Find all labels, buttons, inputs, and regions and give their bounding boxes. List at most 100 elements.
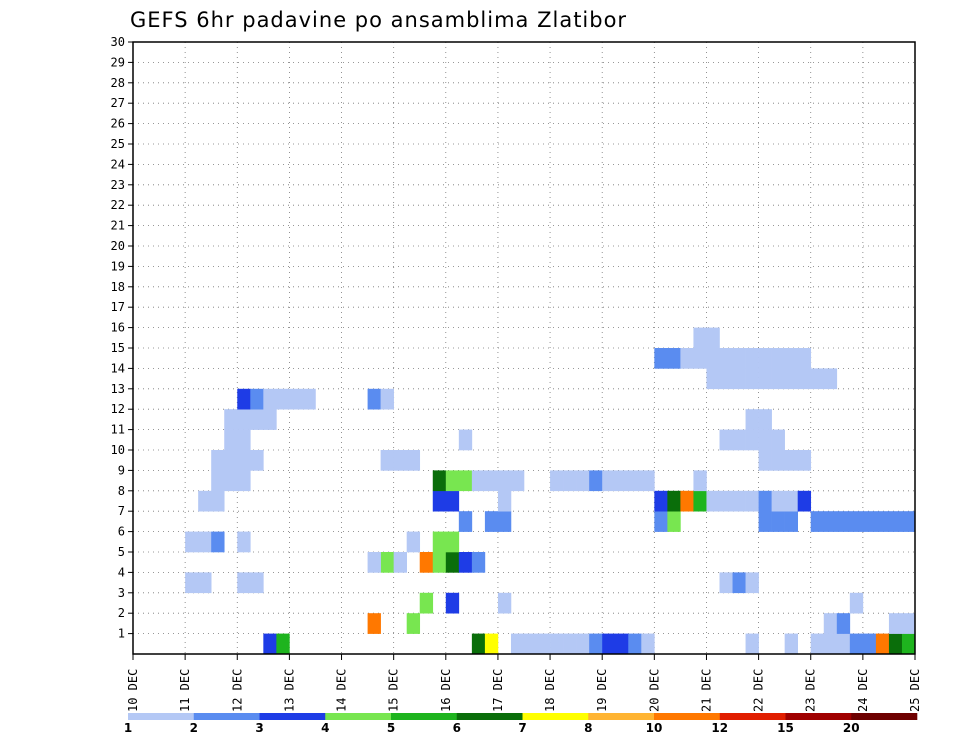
heatmap-cell — [458, 429, 473, 451]
heatmap-cell — [784, 368, 798, 390]
heatmap-cell — [445, 470, 460, 492]
heatmap-cell — [758, 409, 772, 430]
heatmap-cell — [550, 633, 564, 655]
y-tick-label: 1 — [118, 627, 125, 641]
colorbar-label: 15 — [777, 721, 794, 735]
heatmap-cell — [263, 409, 277, 430]
heatmap-cell — [380, 450, 394, 471]
heatmap-cell — [823, 633, 838, 655]
heatmap-cell — [771, 429, 785, 451]
heatmap-cell — [471, 633, 486, 655]
heatmap-cell — [706, 348, 720, 369]
y-tick-label: 17 — [111, 300, 125, 314]
heatmap-cell — [641, 633, 655, 655]
heatmap-cell — [484, 511, 499, 532]
x-tick-label: 16 DEC — [439, 669, 453, 712]
heatmap-cell — [458, 470, 473, 492]
heatmap-cell — [667, 490, 681, 512]
heatmap-cell — [224, 429, 238, 451]
heatmap-cell — [901, 511, 916, 532]
colorbar-segment — [325, 713, 392, 720]
heatmap-cell — [615, 633, 629, 655]
colorbar-label: 3 — [255, 721, 263, 735]
heatmap-cell — [537, 633, 551, 655]
heatmap-cell — [445, 531, 460, 553]
heatmap-cell — [719, 572, 733, 594]
heatmap-cell — [406, 613, 421, 634]
heatmap-cell — [211, 450, 225, 471]
heatmap-cell — [497, 490, 512, 512]
heatmap-cell — [784, 633, 798, 655]
heatmap-cell — [445, 490, 460, 512]
heatmap-cell — [224, 470, 238, 492]
heatmap-cell — [836, 613, 851, 634]
heatmap-cell — [367, 552, 381, 573]
heatmap-cell — [862, 633, 877, 655]
heatmap-cell — [406, 450, 421, 471]
y-tick-label: 3 — [118, 586, 125, 600]
colorbar-segment — [522, 713, 589, 720]
heatmap-cell — [745, 429, 759, 451]
colorbar-label: 10 — [646, 721, 663, 735]
heatmap-cell — [706, 327, 720, 349]
heatmap-cell — [393, 552, 407, 573]
heatmap-cell — [875, 511, 890, 532]
colorbar-label: 5 — [387, 721, 395, 735]
heatmap-cell — [237, 409, 251, 430]
heatmap-cell — [393, 450, 407, 471]
colorbar-label: 20 — [843, 721, 860, 735]
heatmap-cell — [667, 348, 681, 369]
heatmap-cell — [732, 348, 746, 369]
heatmap-cell — [680, 348, 694, 369]
heatmap-cell — [771, 490, 785, 512]
heatmap-cell — [250, 450, 264, 471]
heatmap-cell — [237, 388, 251, 410]
colorbar-label: 6 — [453, 721, 461, 735]
heatmap-cell — [771, 368, 785, 390]
heatmap-cell — [654, 490, 668, 512]
heatmap-cell — [302, 388, 316, 410]
heatmap-cell — [263, 633, 277, 655]
heatmap-cell — [237, 572, 251, 594]
heatmap-cell — [888, 613, 903, 634]
heatmap-cell — [771, 511, 785, 532]
colorbar-segment — [391, 713, 458, 720]
x-tick-label: 12 DEC — [230, 669, 244, 712]
heatmap-cell — [432, 552, 447, 573]
y-tick-label: 29 — [111, 55, 125, 69]
heatmap-cell — [732, 490, 746, 512]
x-tick-label: 20 DEC — [647, 669, 661, 712]
y-tick-label: 14 — [111, 361, 125, 375]
colorbar-segment — [785, 713, 852, 720]
heatmap-cell — [719, 490, 733, 512]
x-tick-label: 23 DEC — [804, 669, 818, 712]
heatmap-cell — [497, 511, 512, 532]
heatmap-cell — [667, 511, 681, 532]
heatmap-cell — [732, 368, 746, 390]
heatmap-cell — [810, 633, 825, 655]
heatmap-cell — [237, 531, 251, 553]
colorbar-label: 1 — [124, 721, 132, 735]
heatmap-cell — [250, 409, 264, 430]
y-axis-ticks: 1234567891011121314151617181920212223242… — [111, 35, 133, 641]
heatmap-cell — [797, 490, 812, 512]
heatmap-cell — [367, 613, 381, 634]
heatmap-cell — [810, 368, 825, 390]
heatmap-cell — [797, 348, 812, 369]
y-tick-label: 13 — [111, 382, 125, 396]
heatmap-cell — [654, 511, 668, 532]
heatmap-cell — [823, 511, 838, 532]
heatmap-cell — [432, 531, 447, 553]
x-tick-label: 19 DEC — [595, 669, 609, 712]
x-tick-label: 15 DEC — [387, 669, 401, 712]
heatmap-cell — [497, 592, 512, 614]
heatmap-cell — [224, 409, 238, 430]
x-tick-label: 17 DEC — [491, 669, 505, 712]
heatmap-cell — [901, 633, 916, 655]
colorbar-label: 4 — [321, 721, 329, 735]
y-tick-label: 19 — [111, 259, 125, 273]
heatmap-cell — [524, 633, 538, 655]
heatmap-cell — [185, 572, 199, 594]
heatmap-cell — [784, 490, 798, 512]
